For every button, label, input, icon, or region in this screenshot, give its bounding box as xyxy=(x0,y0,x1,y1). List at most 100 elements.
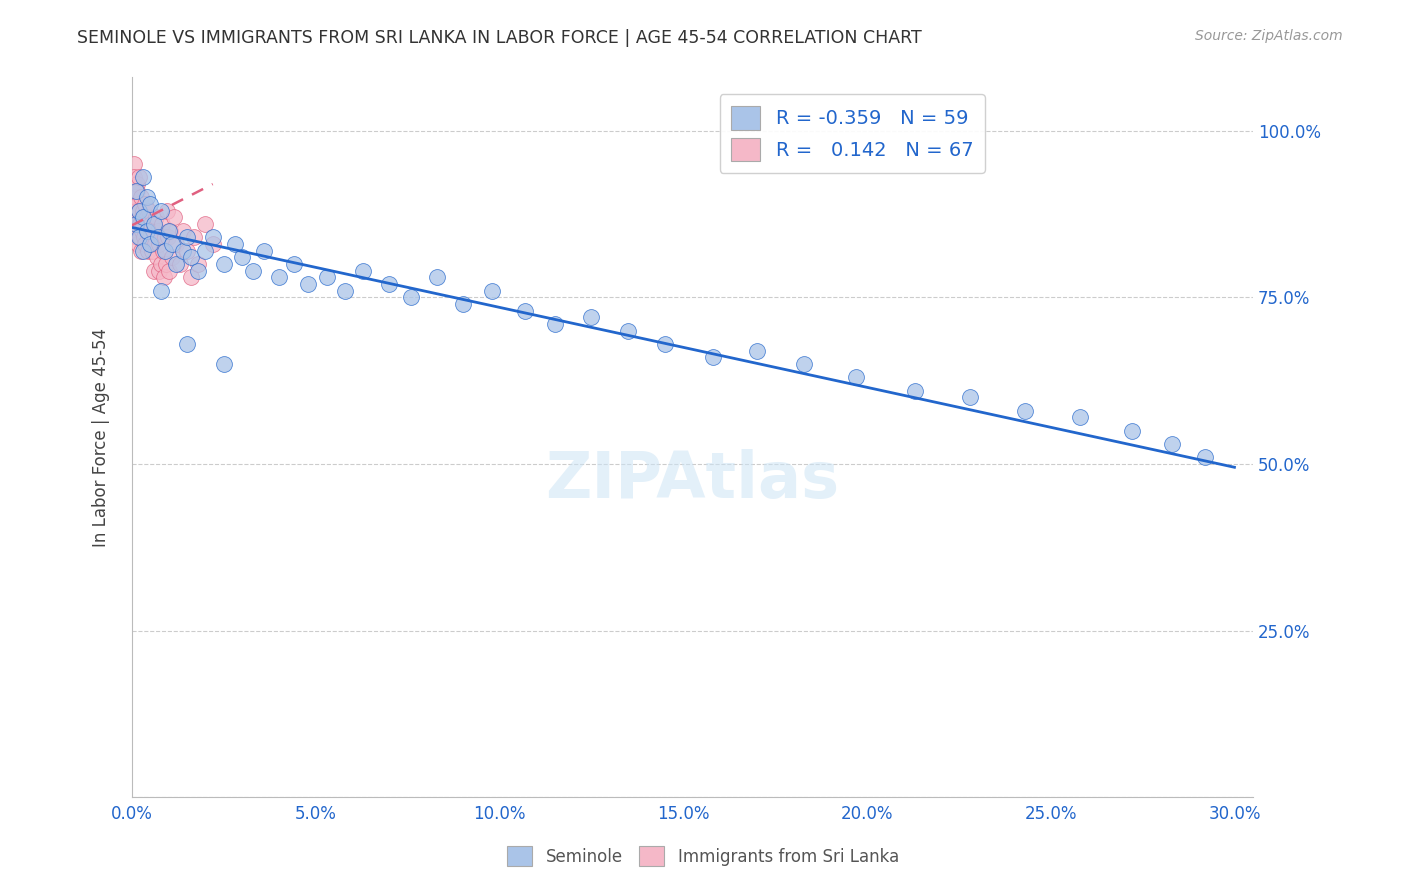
Point xyxy=(143,237,166,252)
Point xyxy=(163,211,186,225)
Point xyxy=(146,230,169,244)
Point xyxy=(176,337,198,351)
Point xyxy=(150,203,173,218)
Point xyxy=(150,284,173,298)
Point xyxy=(153,270,176,285)
Point xyxy=(315,270,337,285)
Point xyxy=(162,251,184,265)
Point xyxy=(136,224,159,238)
Point xyxy=(959,390,981,404)
Point xyxy=(127,197,149,211)
Point xyxy=(180,270,202,285)
Point xyxy=(142,224,165,238)
Point xyxy=(129,190,152,204)
Legend: Seminole, Immigrants from Sri Lanka: Seminole, Immigrants from Sri Lanka xyxy=(501,839,905,873)
Point xyxy=(180,251,202,265)
Point xyxy=(169,257,191,271)
Point xyxy=(122,157,145,171)
Point xyxy=(904,384,927,398)
Point xyxy=(242,263,264,277)
Point xyxy=(157,224,180,238)
Point xyxy=(124,170,146,185)
Point xyxy=(283,257,305,271)
Point xyxy=(201,237,224,252)
Text: Source: ZipAtlas.com: Source: ZipAtlas.com xyxy=(1195,29,1343,43)
Point xyxy=(155,257,177,271)
Point xyxy=(1161,437,1184,451)
Point xyxy=(135,211,157,225)
Point xyxy=(125,230,148,244)
Point xyxy=(156,230,179,244)
Point xyxy=(378,277,401,291)
Text: ZIPAtlas: ZIPAtlas xyxy=(546,450,839,511)
Point xyxy=(253,244,276,258)
Point xyxy=(141,217,163,231)
Point xyxy=(127,237,149,252)
Point xyxy=(127,184,149,198)
Point xyxy=(399,290,422,304)
Point xyxy=(127,224,149,238)
Point xyxy=(212,357,235,371)
Point xyxy=(142,217,165,231)
Point xyxy=(1194,450,1216,465)
Point xyxy=(152,244,174,258)
Point xyxy=(513,303,536,318)
Point xyxy=(172,224,194,238)
Point xyxy=(187,263,209,277)
Point xyxy=(141,244,163,258)
Point xyxy=(128,203,150,218)
Point xyxy=(131,224,153,238)
Point xyxy=(1121,424,1143,438)
Point xyxy=(125,177,148,191)
Point xyxy=(146,224,169,238)
Point xyxy=(153,230,176,244)
Point xyxy=(124,217,146,231)
Point xyxy=(138,244,160,258)
Point xyxy=(138,203,160,218)
Point xyxy=(129,244,152,258)
Point xyxy=(162,237,184,252)
Point xyxy=(333,284,356,298)
Point xyxy=(127,211,149,225)
Point xyxy=(426,270,449,285)
Point xyxy=(128,230,150,244)
Point xyxy=(129,217,152,231)
Point xyxy=(451,297,474,311)
Point xyxy=(165,257,187,271)
Point xyxy=(129,230,152,244)
Point xyxy=(124,217,146,231)
Point xyxy=(139,230,162,244)
Point xyxy=(352,263,374,277)
Point xyxy=(134,197,156,211)
Point xyxy=(142,263,165,277)
Point xyxy=(132,203,155,218)
Point xyxy=(156,203,179,218)
Point xyxy=(149,230,172,244)
Point xyxy=(267,270,290,285)
Legend: R = -0.359   N = 59, R =   0.142   N = 67: R = -0.359 N = 59, R = 0.142 N = 67 xyxy=(720,95,986,173)
Point xyxy=(131,211,153,225)
Point xyxy=(183,230,205,244)
Point xyxy=(187,257,209,271)
Point xyxy=(145,211,167,225)
Point xyxy=(297,277,319,291)
Point xyxy=(124,224,146,238)
Point xyxy=(793,357,815,371)
Point xyxy=(1014,403,1036,417)
Point xyxy=(157,263,180,277)
Point xyxy=(124,184,146,198)
Point xyxy=(543,317,565,331)
Point xyxy=(194,244,217,258)
Point xyxy=(231,251,253,265)
Point xyxy=(150,257,173,271)
Point xyxy=(224,237,246,252)
Point xyxy=(845,370,868,384)
Point xyxy=(139,237,162,252)
Point xyxy=(176,230,198,244)
Point xyxy=(132,230,155,244)
Point xyxy=(159,224,181,238)
Point xyxy=(745,343,768,358)
Point xyxy=(134,237,156,252)
Point xyxy=(194,217,217,231)
Point xyxy=(153,244,176,258)
